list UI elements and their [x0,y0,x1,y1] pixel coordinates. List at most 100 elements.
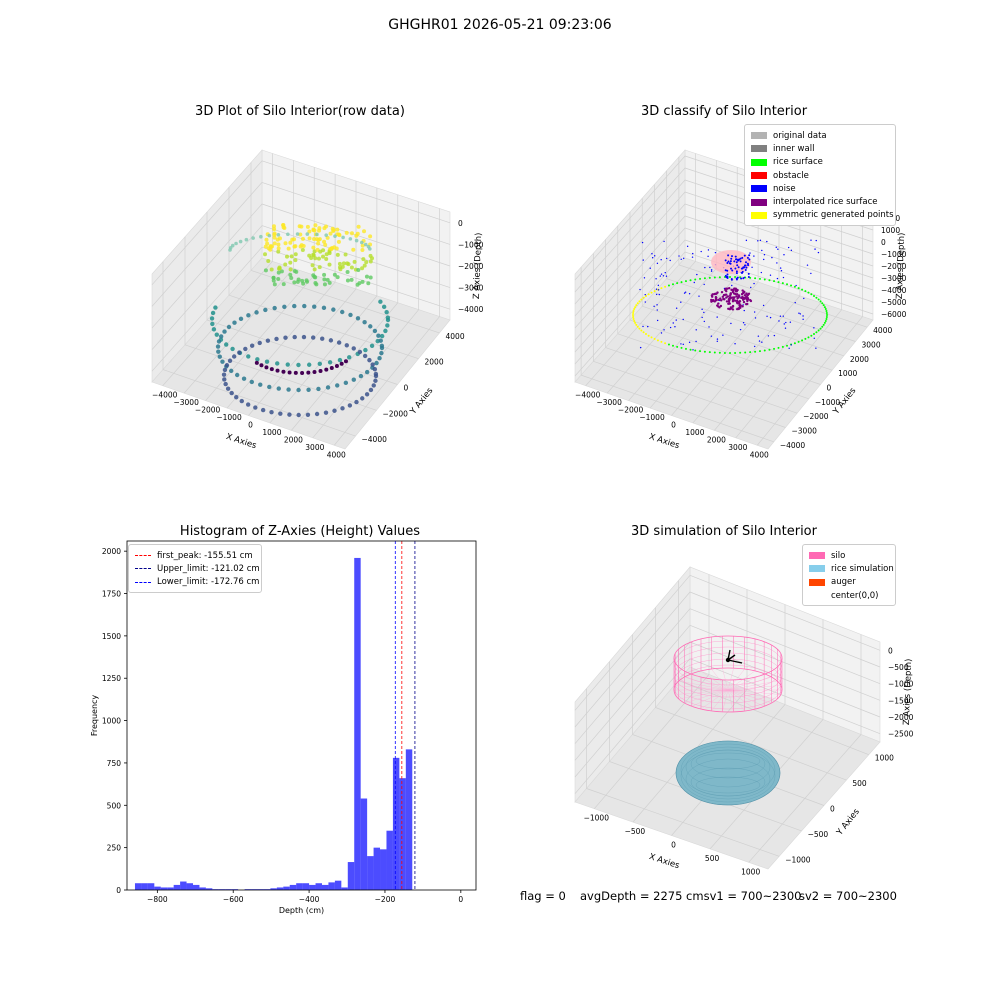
data-point [330,226,335,231]
rice-mesh-line [685,746,771,788]
gridline [574,227,686,353]
silo-floor-wire [684,689,729,704]
data-point [332,245,337,250]
data-point [692,349,694,351]
data-point [345,261,350,266]
data-point [807,336,810,339]
data-point [823,321,826,324]
histogram-bar [160,887,168,890]
data-point [680,258,682,260]
data-point [335,275,340,280]
data-point [222,367,228,373]
data-point [325,385,331,390]
z-tick-label: −500 [888,663,909,672]
data-point [680,346,683,349]
data-point [693,281,695,284]
data-point [322,277,327,282]
data-point [714,297,718,301]
data-point [332,408,337,413]
data-point [349,277,354,282]
data-point [786,344,789,347]
legend-item-silo: silo [809,549,889,562]
data-point [325,277,330,282]
data-point [210,310,216,316]
data-point [826,314,828,316]
histogram-bar [225,889,232,890]
data-point [312,370,317,375]
z-axis-label: Z Axies (Depth) [902,658,914,725]
data-point [369,343,375,349]
gridline [261,246,451,310]
data-point [656,309,658,311]
data-point [813,337,815,339]
histogram-bar [405,749,413,890]
data-point [268,244,273,249]
x-tick-label: −1000 [639,413,665,422]
data-point [754,350,757,353]
data-point [381,304,387,310]
data-point [636,325,639,328]
data-point [655,293,658,296]
histogram-bar [283,886,290,890]
data-point [766,315,768,317]
data-point [644,301,646,303]
data-point [696,273,698,276]
data-point [352,259,357,264]
x-tick-label: 2000 [707,435,726,444]
silo-floor-wire [678,680,729,691]
histogram-bar [154,886,161,890]
histogram-bar [263,889,271,890]
x-tick-label: −2000 [195,406,221,415]
silo-floor-wire [727,680,778,691]
data-point [739,351,742,354]
data-point [276,386,281,391]
z-tick-label: −3000 [458,284,484,293]
data-point [217,354,222,359]
gridline [261,160,451,224]
data-point [306,387,311,392]
data-point [276,246,281,251]
data-point [825,312,828,315]
data-point [783,254,785,256]
data-point [656,339,659,342]
data-point [351,247,356,252]
data-point [272,241,277,246]
data-point [318,369,323,374]
data-point [703,350,706,353]
data-point [660,340,663,343]
data-point [213,305,218,310]
gridline [151,246,263,372]
y-tick-label: 3000 [862,341,881,350]
data-point [729,260,732,263]
gridline [250,270,440,334]
y-tick-label: 0 [827,384,832,393]
data-point [286,387,291,392]
histogram-bar [334,880,342,890]
data-point [360,279,365,284]
data-point [281,282,286,287]
gridline [684,239,874,303]
z-tick-label: −5000 [881,298,907,307]
silo-floor-wire [700,670,729,691]
data-point [753,255,755,257]
data-point [287,412,292,417]
data-point [761,341,763,343]
data-point [804,290,807,293]
data-point [214,332,219,337]
data-point [370,362,375,367]
data-point [285,362,290,367]
simulation-plot-title: 3D simulation of Silo Interior [631,524,817,539]
x-tick-label: 1000 [685,428,704,437]
data-point [669,326,672,329]
data-point [790,344,792,346]
data-point [229,390,234,396]
data-point [349,231,354,236]
data-point [322,226,327,231]
data-point [731,269,734,272]
data-point [724,287,728,290]
data-point [768,348,771,351]
data-point [258,382,263,387]
data-point [729,293,732,296]
z-tick-label: −2000 [881,262,907,271]
data-point [239,398,244,404]
